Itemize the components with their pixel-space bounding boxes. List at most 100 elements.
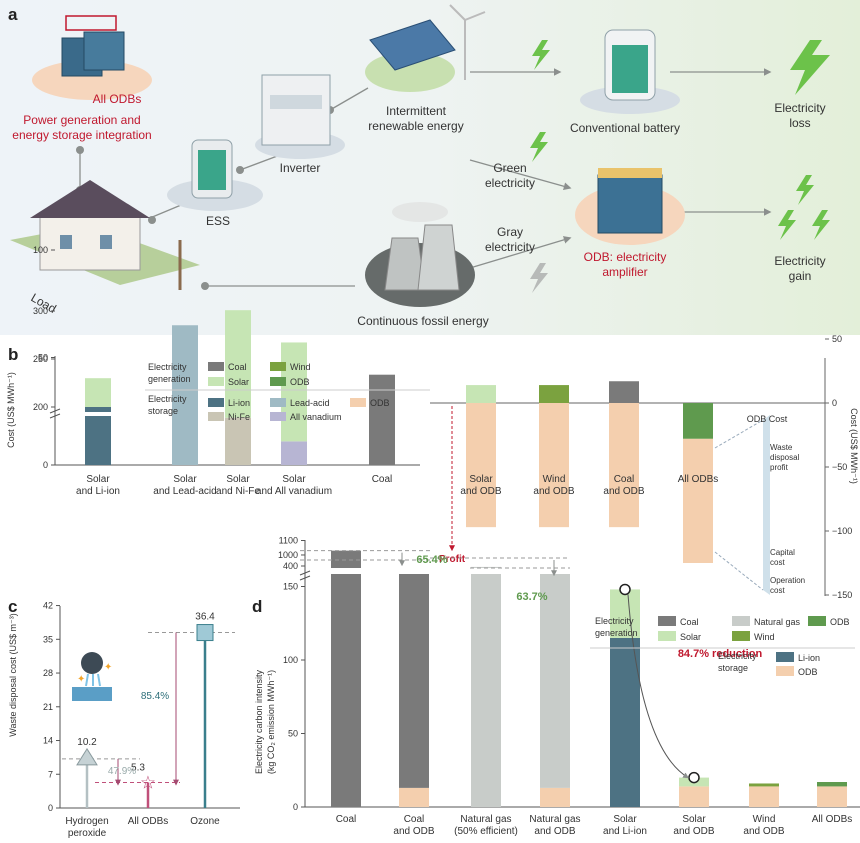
d-legend-swatch-wind	[732, 631, 750, 641]
d-bar-odb_gen	[817, 782, 847, 787]
b-left-ytick-label: 100	[33, 245, 48, 255]
b-right-ytick-label: −50	[832, 462, 847, 472]
c-ytick-label: 28	[43, 668, 53, 678]
electricity-loss-line1: Electricity	[774, 101, 825, 115]
d-bar-solar	[610, 589, 640, 638]
water-droplet-icon: ✦ ✦	[72, 652, 112, 701]
b-left-category-label: Solar	[226, 474, 250, 485]
c-marker-all-odbs: ☆	[140, 772, 156, 792]
d-ytick-label: 50	[288, 729, 298, 739]
d-legend-gen-title: generation	[595, 628, 638, 638]
d-legend-swatch-natural_gas	[732, 616, 750, 626]
green-electricity-line2: electricity	[485, 176, 535, 190]
b-left-bar-solar	[225, 310, 251, 418]
b-legend-swatch-nife	[208, 412, 224, 421]
c-reduction-label-ozone: 85.4%	[141, 691, 169, 702]
c-category-label: Ozone	[190, 816, 220, 827]
ess-icon	[167, 139, 263, 211]
d-category-label: Coal	[336, 814, 357, 825]
c-ytick-label: 7	[48, 769, 53, 779]
c-ytick-label: 0	[48, 803, 53, 813]
odb-cost-capital-label: Capital	[770, 548, 795, 557]
d-bar-odb_storage	[679, 786, 709, 807]
b-legend-swatch-odb_storage	[350, 398, 366, 407]
panel-a: a All ODBs Power generation and	[0, 0, 860, 335]
b-left-category-label: Solar	[173, 474, 197, 485]
panel-b-label: b	[8, 345, 18, 364]
b-legend-label: ODB	[370, 398, 390, 408]
d-legend-label: Natural gas	[754, 617, 801, 627]
b-right-ytick-label: −150	[832, 590, 852, 600]
d-bar-liion	[610, 637, 640, 807]
b-left-bar-break	[85, 412, 111, 416]
b-legend-label: Wind	[290, 362, 311, 372]
d-category-label: Solar	[613, 814, 637, 825]
d-category-label: Natural gas	[529, 814, 580, 825]
c-value-label: 10.2	[77, 737, 97, 748]
b-left-bar-liion	[85, 407, 111, 465]
d-category-label: Wind	[753, 814, 776, 825]
d-category-label: and ODB	[393, 826, 434, 837]
b-right-bar-solar	[466, 385, 496, 403]
c-value-label: 5.3	[131, 762, 145, 773]
d-marker-solar-odb	[688, 771, 700, 784]
d-category-label: and ODB	[743, 826, 784, 837]
fossil-plant-icon	[365, 202, 475, 307]
d-bar-break	[399, 568, 429, 574]
solar-wind-icon	[365, 4, 486, 92]
gray-electricity-line2: electricity	[485, 240, 535, 254]
c-ytick-label: 35	[43, 634, 53, 644]
panel-d: d Electricity carbon intensity (kg CO₂ e…	[252, 536, 860, 837]
ess-label: ESS	[206, 214, 230, 228]
d-bar-odb_storage	[817, 786, 847, 807]
d-legend-label: ODB	[798, 667, 818, 677]
b-legend-gen-title: generation	[148, 374, 191, 384]
b-legend-label: Solar	[228, 377, 249, 387]
b-left-ytick-label: 50	[38, 353, 48, 363]
d-ytick-label: 150	[283, 582, 298, 592]
d-legend-gen-title: Electricity	[595, 616, 634, 626]
b-left-ytick-label: 300	[33, 306, 48, 316]
b-left-bar-nife	[225, 417, 251, 465]
b-right-bar-coal	[609, 381, 639, 403]
b-right-ytick-label: 0	[832, 398, 837, 408]
d-legend-storage-title: Electricity	[718, 651, 757, 661]
d-reduction-label-solar: 84.7% reduction	[678, 648, 763, 660]
b-right-category-label: and ODB	[533, 486, 574, 497]
b-right-bar-odb_gen	[683, 403, 713, 439]
b-legend-storage-title: storage	[148, 406, 178, 416]
d-legend-label: Li-ion	[798, 653, 820, 663]
conventional-battery-label: Conventional battery	[570, 121, 680, 135]
panel-c: c Waste disposal cost (US$ m⁻³) ✦ ✦ 0 7 14…	[8, 597, 240, 839]
b-right-bar-odb_storage	[539, 403, 569, 528]
d-category-label: and ODB	[673, 826, 714, 837]
odb-cost-operation-label: Operation	[770, 576, 805, 585]
d-category-label: All ODBs	[812, 814, 853, 825]
b-left-category-label: Solar	[282, 474, 306, 485]
gray-bolt-icon	[530, 263, 548, 293]
c-category-label: peroxide	[68, 828, 107, 839]
d-reduction-label-ng: 63.7%	[516, 591, 547, 603]
b-right-bar-odb_storage	[609, 403, 639, 528]
c-plot: 0 7 14 21 28 35 42 ☆ 10.2 5.3 36.4 47.9% 85.4% Hydrog…	[43, 601, 240, 839]
odb-cost-leaders	[714, 419, 764, 591]
d-legend-storage-title: storage	[718, 663, 748, 673]
b-legend-label: Lead-acid	[290, 398, 330, 408]
b-right-category-label: Wind	[543, 474, 566, 485]
c-marker-ozone	[196, 624, 214, 642]
b-left-bar-vanadium	[281, 441, 307, 465]
b-legend-label: Ni-Fe	[228, 412, 250, 422]
d-category-label: Natural gas	[460, 814, 511, 825]
d-bar-odb_storage	[540, 787, 570, 807]
connector-node	[148, 216, 156, 224]
odb-cost-title: ODB Cost	[747, 414, 788, 424]
d-bar-wind	[749, 783, 779, 787]
b-left-category-label: Coal	[372, 474, 393, 485]
b-legend-label: ODB	[290, 377, 310, 387]
d-bar-break	[471, 568, 501, 574]
b-left-category-label: and Ni-Fe	[216, 486, 260, 497]
gray-electricity-line1: Gray	[497, 225, 523, 239]
d-legend-swatch-odb_gen	[808, 616, 826, 626]
